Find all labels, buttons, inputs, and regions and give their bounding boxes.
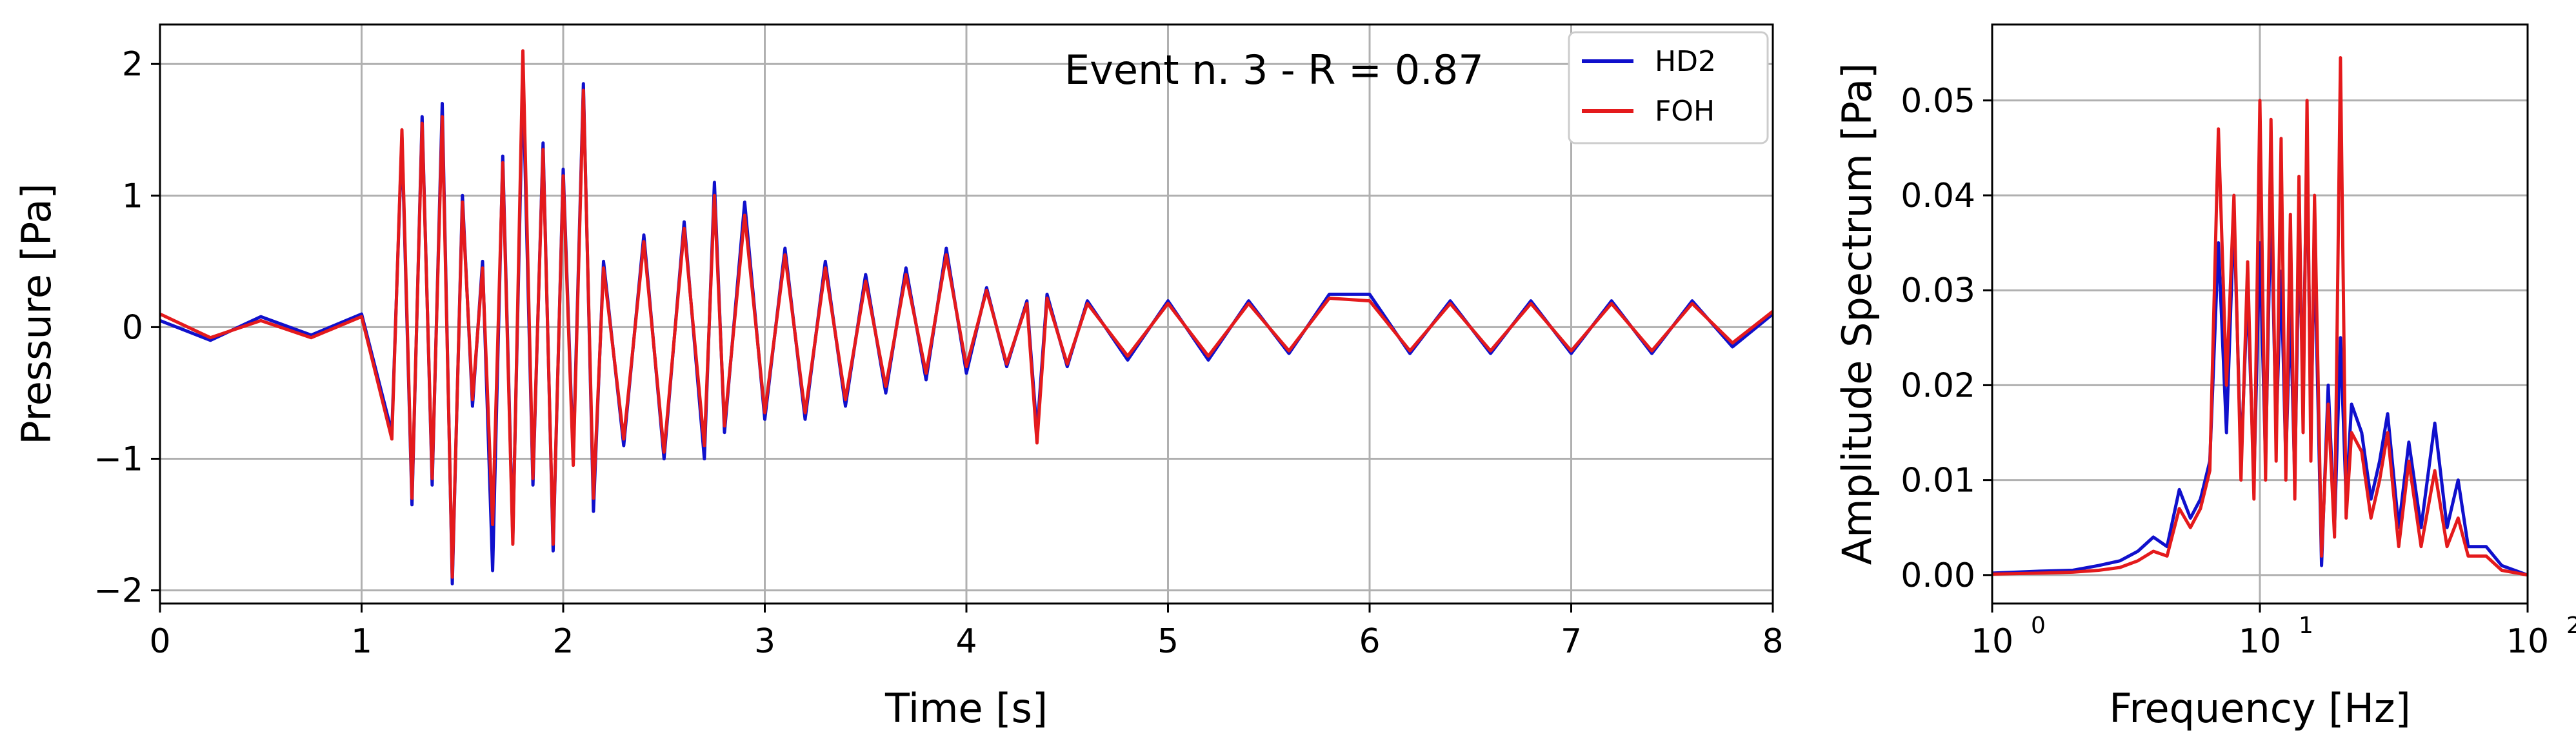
event-annotation: Event n. 3 - R = 0.87 <box>1064 46 1484 93</box>
spectrum-x-tick-label: 10 <box>2239 622 2281 661</box>
time-series-y-tick-label: −2 <box>94 572 143 611</box>
spectrum-y-tick-label: 0.04 <box>1901 177 1975 215</box>
spectrum-x-axis-label: Frequency [Hz] <box>2109 685 2411 732</box>
time-series-x-tick-label: 0 <box>149 622 170 661</box>
time-series-y-tick-label: −1 <box>94 440 143 479</box>
time-series-y-axis-label: Pressure [Pa] <box>13 183 60 444</box>
spectrum-series-foh <box>1992 56 2528 577</box>
spectrum-lines <box>1992 56 2528 577</box>
spectrum-x-tick-exponent: 2 <box>2566 613 2576 639</box>
spectrum-y-tick-label: 0.02 <box>1901 366 1975 405</box>
spectrum-panel: 10 0 10 1 10 2 0.00 0.01 0.02 0.03 0.04 0.05 Freque… <box>1833 23 2576 732</box>
time-series-x-tick-label: 7 <box>1561 622 1582 661</box>
spectrum-y-tick-label: 0.03 <box>1901 271 1975 310</box>
time-series-ticks: 0 1 2 3 4 5 6 7 8 −2 −1 0 1 2 <box>94 45 1783 661</box>
spectrum-y-tick-label: 0.05 <box>1901 82 1975 121</box>
time-series-lines <box>159 49 1774 585</box>
spectrum-ticks: 10 0 10 1 10 2 0.00 0.01 0.02 0.03 0.04 0.05 <box>1901 82 2576 661</box>
time-series-y-tick-label: 1 <box>122 177 143 215</box>
spectrum-x-tick-exponent: 1 <box>2299 613 2313 639</box>
time-series-x-tick-label: 2 <box>552 622 574 661</box>
time-series-x-tick-label: 8 <box>1762 622 1783 661</box>
legend-label-foh: FOH <box>1655 95 1715 128</box>
time-series-y-tick-label: 0 <box>122 308 143 347</box>
legend-label-hd2: HD2 <box>1655 45 1716 78</box>
time-series-x-axis-label: Time [s] <box>884 685 1048 732</box>
time-series-x-tick-label: 6 <box>1359 622 1380 661</box>
time-series-grid <box>159 25 1774 604</box>
spectrum-x-tick-exponent: 0 <box>2031 613 2046 639</box>
time-series-x-tick-label: 3 <box>754 622 775 661</box>
spectrum-x-tick-label: 10 <box>1971 622 2013 661</box>
time-series-x-tick-label: 4 <box>955 622 977 661</box>
spectrum-y-tick-label: 0.00 <box>1901 556 1975 595</box>
time-series-y-tick-label: 2 <box>122 45 143 84</box>
spectrum-y-tick-label: 0.01 <box>1901 462 1975 500</box>
time-series-x-tick-label: 1 <box>351 622 372 661</box>
time-series-x-tick-label: 5 <box>1157 622 1179 661</box>
time-series-series-foh <box>159 49 1774 579</box>
spectrum-y-axis-label: Amplitude Spectrum [Pa] <box>1833 63 1881 565</box>
spectrum-x-tick-label: 10 <box>2506 622 2549 661</box>
legend: HD2 FOH <box>1568 31 1769 144</box>
